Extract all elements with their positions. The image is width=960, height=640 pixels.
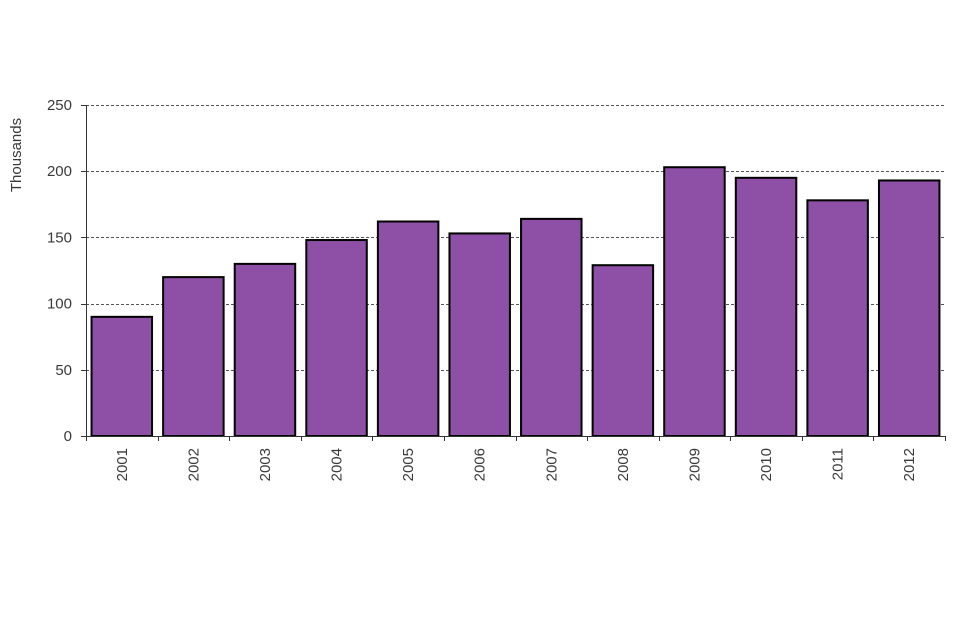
x-tick-label: 2011: [830, 448, 847, 480]
x-tick-label: 2007: [543, 448, 560, 481]
axes: [81, 105, 946, 441]
gridlines: [86, 105, 945, 371]
bars: [90, 166, 941, 438]
y-tick-label: 150: [47, 229, 72, 246]
y-axis-title: Thousands: [8, 118, 25, 192]
bar-2011: [806, 199, 869, 437]
y-tick-labels: 0 50 100 150 200 250: [47, 97, 72, 445]
bar-2007: [520, 217, 583, 437]
x-tick-label: 2010: [758, 448, 775, 481]
x-tick-label: 2008: [615, 448, 632, 481]
x-tick-labels: 2001 2002 2003 2004 2005 2006 2007 2008 2009 2010…: [114, 448, 918, 481]
x-tick-label: 2003: [257, 448, 274, 481]
bar-2012: [877, 179, 941, 437]
x-tick-label: 2009: [686, 448, 703, 481]
y-tick-label: 50: [55, 362, 72, 379]
bar-2010: [734, 176, 798, 437]
x-tick-label: 2005: [400, 448, 417, 481]
bar-2004: [305, 239, 368, 437]
x-tick-label: 2006: [472, 448, 489, 481]
bar-2001: [90, 315, 154, 437]
y-tick-label: 100: [47, 296, 72, 313]
y-tick-label: 0: [64, 428, 72, 445]
x-tick-label: 2004: [329, 448, 346, 481]
x-tick-label: 2002: [185, 448, 202, 481]
bar-2002: [162, 276, 225, 437]
bar-2009: [663, 166, 726, 437]
x-tick-label: 2001: [114, 448, 131, 481]
y-tick-label: 200: [47, 163, 72, 180]
x-tick-label: 2012: [901, 448, 918, 481]
y-tick-label: 250: [47, 97, 72, 114]
bar-2006: [448, 232, 511, 437]
bar-2008: [591, 264, 655, 438]
bar-2003: [233, 262, 297, 437]
bar-2005: [376, 220, 440, 437]
